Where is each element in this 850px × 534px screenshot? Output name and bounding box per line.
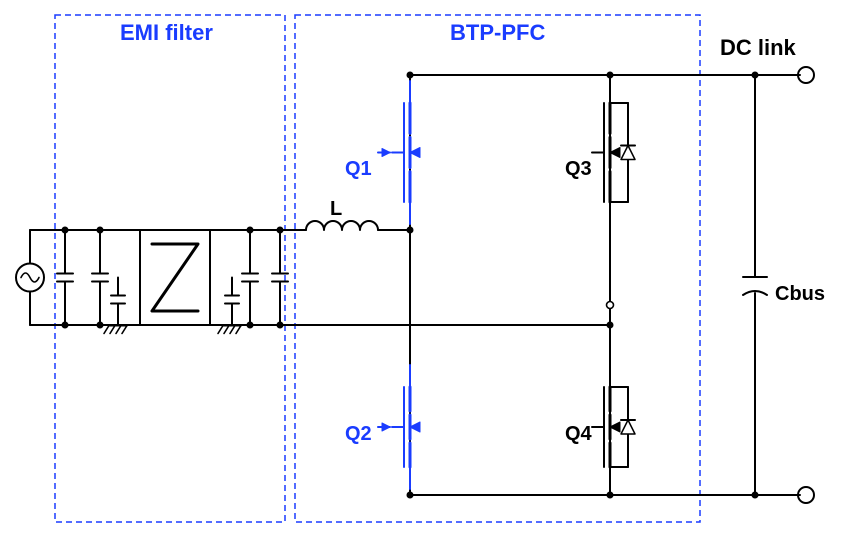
mosfet-Q2: [378, 365, 420, 489]
emi-filter: [30, 227, 300, 334]
section-box-btp: [295, 15, 700, 522]
section-label-emi: EMI filter: [120, 20, 213, 45]
mosfet-Q1: [378, 81, 420, 224]
inductor-L: L: [300, 198, 410, 230]
section-label-btp: BTP-PFC: [450, 20, 545, 45]
label-L: L: [330, 198, 342, 220]
label-Q2: Q2: [345, 423, 372, 445]
mosfet-Q4: [592, 365, 635, 489]
btp-pfc: Q1 Q2 Q3 Q4: [300, 72, 800, 499]
label-Q3: Q3: [565, 158, 592, 180]
label-Q4: Q4: [565, 423, 593, 445]
label-Q1: Q1: [345, 158, 372, 180]
circuit-schematic: EMI filter BTP-PFC DC link LQ1 Q2 Q3 Q4 Cbus: [0, 0, 850, 534]
label-Cbus: Cbus: [775, 283, 825, 305]
ac-source: [16, 230, 44, 325]
section-label-dclink: DC link: [720, 35, 797, 60]
mosfet-Q3: [592, 81, 635, 224]
dc-link: Cbus: [743, 67, 825, 503]
